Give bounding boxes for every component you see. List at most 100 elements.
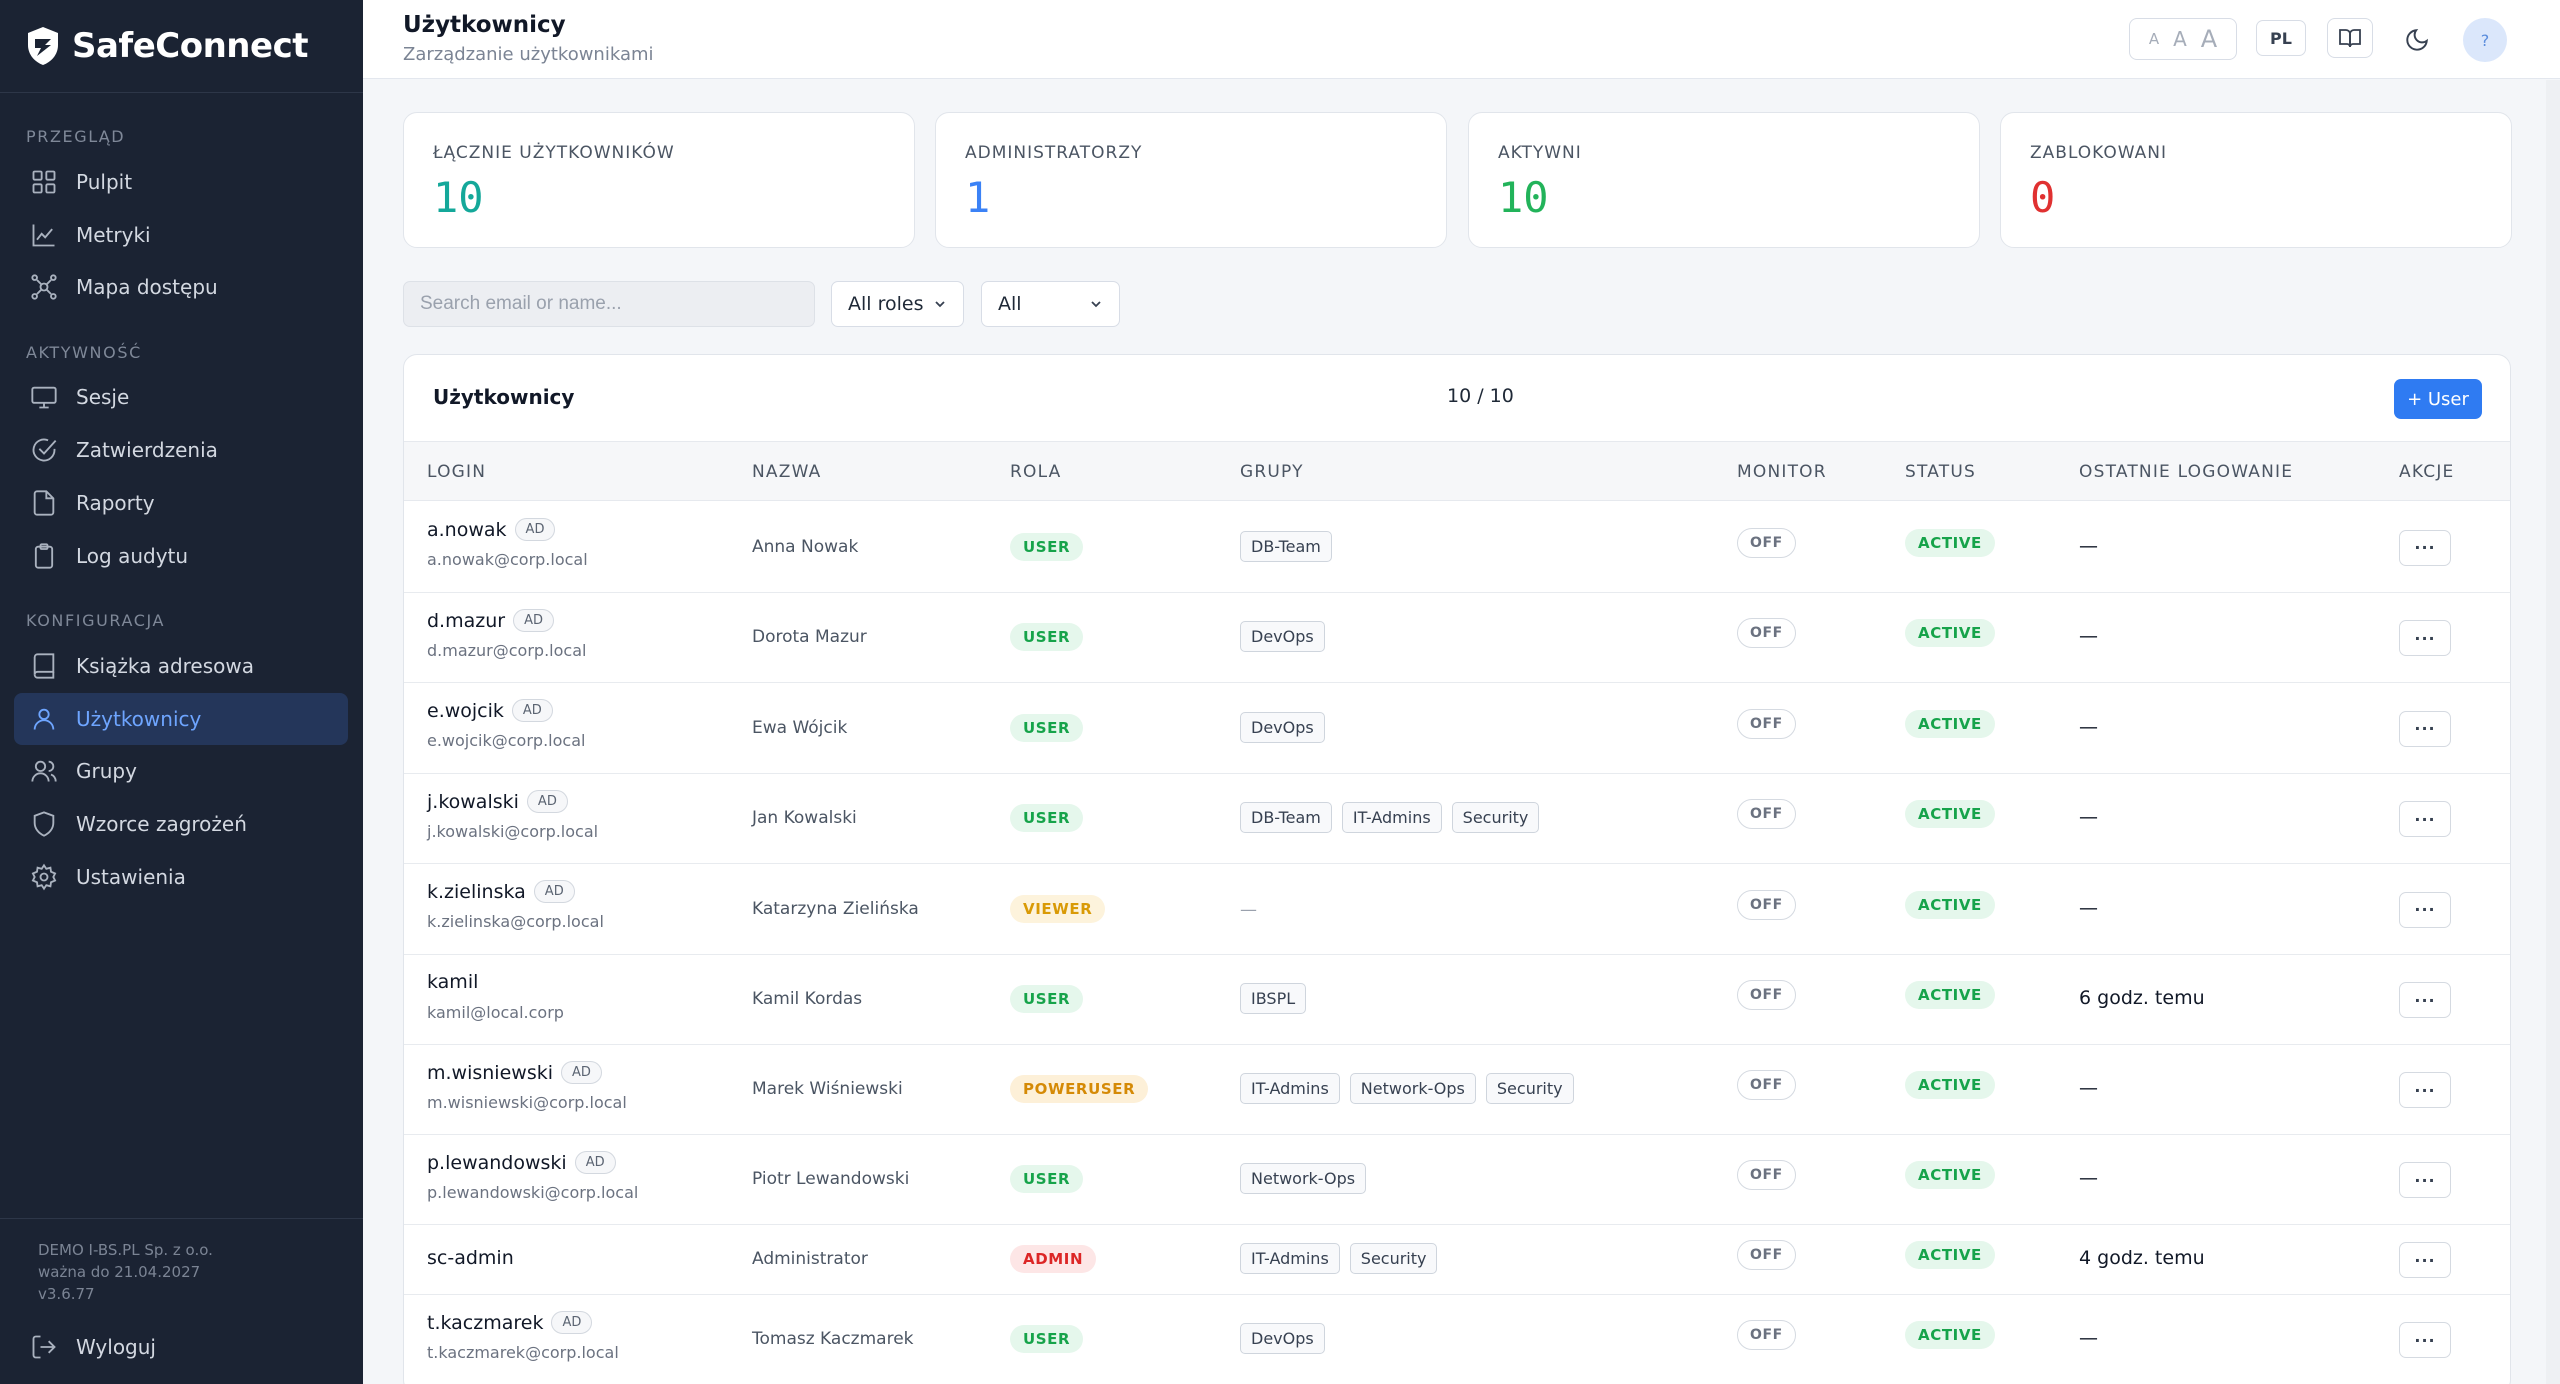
docs-button[interactable] bbox=[2327, 18, 2373, 58]
table-row[interactable]: a.nowak AD a.nowak@corp.local Anna Nowak USE… bbox=[404, 502, 2510, 593]
row-actions-button[interactable]: ··· bbox=[2399, 1072, 2451, 1108]
column-header-role[interactable]: ROLA bbox=[1010, 462, 1062, 482]
login-text[interactable]: kamil bbox=[427, 971, 479, 993]
sidebar-item-pulpit[interactable]: Pulpit bbox=[14, 156, 348, 208]
open-book-icon bbox=[2339, 29, 2361, 48]
ad-badge: AD bbox=[533, 880, 575, 903]
monitor-toggle[interactable]: OFF bbox=[1737, 1070, 1796, 1100]
row-actions-button[interactable]: ··· bbox=[2399, 891, 2451, 928]
row-actions-button[interactable]: ··· bbox=[2399, 710, 2451, 747]
status-badge: ACTIVE bbox=[1905, 1241, 1995, 1269]
monitor-toggle[interactable]: OFF bbox=[1737, 527, 1796, 558]
table-row[interactable]: e.wojcik AD e.wojcik@corp.local Ewa Wójcik U… bbox=[404, 683, 2510, 774]
sidebar-item-ksiazka-adresowa[interactable]: Książka adresowa bbox=[14, 640, 348, 692]
sidebar-item-wzorce-zagrozen[interactable]: Wzorce zagrożeń bbox=[14, 798, 348, 850]
stat-value: 0 bbox=[2030, 173, 2056, 222]
login-text[interactable]: e.wojcik bbox=[427, 699, 504, 722]
monitor-toggle[interactable]: OFF bbox=[1737, 1240, 1796, 1270]
page-scrollbar[interactable] bbox=[2546, 80, 2560, 1384]
sidebar-item-label: Wzorce zagrożeń bbox=[76, 812, 247, 836]
login-text[interactable]: d.mazur bbox=[427, 609, 506, 632]
table-row[interactable]: j.kowalski AD j.kowalski@corp.local Jan Kow… bbox=[404, 774, 2510, 864]
login-text[interactable]: p.lewandowski bbox=[427, 1151, 567, 1174]
font-size-small-button[interactable]: A bbox=[2148, 30, 2160, 48]
theme-toggle-button[interactable] bbox=[2397, 20, 2437, 60]
sidebar-item-uzytkownicy[interactable]: Użytkownicy bbox=[14, 693, 348, 745]
sidebar-item-ustawienia[interactable]: Ustawienia bbox=[14, 851, 348, 903]
role-cell: USER bbox=[1010, 713, 1084, 742]
row-actions-button[interactable]: ··· bbox=[2399, 620, 2451, 656]
row-actions-button[interactable]: ··· bbox=[2399, 1162, 2451, 1198]
logout-button[interactable]: Wyloguj bbox=[14, 1321, 348, 1373]
row-actions-button[interactable]: ··· bbox=[2399, 529, 2451, 566]
sidebar-item-log-audytu[interactable]: Log audytu bbox=[14, 530, 348, 582]
user-login: t.kaczmarek AD bbox=[427, 1311, 593, 1334]
monitor-toggle[interactable]: OFF bbox=[1737, 618, 1796, 648]
book-icon bbox=[33, 653, 55, 679]
column-header-login[interactable]: LOGIN bbox=[427, 462, 487, 482]
row-actions-button[interactable]: ··· bbox=[2399, 801, 2451, 837]
row-actions-button[interactable]: ··· bbox=[2399, 982, 2451, 1018]
sidebar-item-grupy[interactable]: Grupy bbox=[14, 745, 348, 797]
sidebar-item-raporty[interactable]: Raporty bbox=[14, 477, 348, 529]
role-badge: USER bbox=[1010, 804, 1084, 832]
role-badge: POWERUSER bbox=[1010, 1075, 1149, 1103]
row-actions-button[interactable]: ··· bbox=[2399, 1322, 2451, 1358]
help-button[interactable]: ? bbox=[2463, 18, 2507, 62]
app-logo[interactable]: SafeConnect bbox=[26, 24, 308, 68]
table-row[interactable]: sc-admin Administrator ADMIN IT-Admins Secur… bbox=[404, 1225, 2510, 1295]
status-badge: ACTIVE bbox=[1905, 981, 1995, 1009]
monitor-toggle[interactable]: OFF bbox=[1737, 980, 1796, 1010]
login-text[interactable]: k.zielinska bbox=[427, 880, 526, 903]
table-row[interactable]: d.mazur AD d.mazur@corp.local Dorota Mazur U… bbox=[404, 593, 2510, 683]
group-tag: DevOps bbox=[1240, 621, 1325, 652]
font-size-medium-button[interactable]: A bbox=[2173, 27, 2187, 51]
font-size-large-button[interactable]: A bbox=[2200, 25, 2218, 53]
login-text[interactable]: t.kaczmarek bbox=[427, 1311, 544, 1334]
table-row[interactable]: m.wisniewski AD m.wisniewski@corp.local Mar… bbox=[404, 1045, 2510, 1135]
login-text[interactable]: sc-admin bbox=[427, 1247, 514, 1269]
sidebar-item-mapa-dostepu[interactable]: Mapa dostępu bbox=[14, 261, 348, 313]
column-header-groups[interactable]: GRUPY bbox=[1240, 462, 1304, 482]
row-actions-button[interactable]: ··· bbox=[2399, 1242, 2451, 1278]
status-filter-select[interactable]: All bbox=[981, 281, 1120, 327]
monitor-toggle[interactable]: OFF bbox=[1737, 799, 1796, 829]
sidebar-item-sesje[interactable]: Sesje bbox=[14, 371, 348, 423]
search-input[interactable] bbox=[403, 281, 815, 327]
sidebar-item-zatwierdzenia[interactable]: Zatwierdzenia bbox=[14, 424, 348, 476]
app-name: SafeConnect bbox=[72, 26, 308, 66]
language-button[interactable]: PL bbox=[2256, 20, 2306, 56]
actions-cell: ··· bbox=[2399, 801, 2451, 837]
sidebar-item-label: Zatwierdzenia bbox=[76, 438, 218, 462]
column-header-monitor[interactable]: MONITOR bbox=[1737, 462, 1827, 482]
gear-icon bbox=[31, 863, 57, 891]
monitor-cell: OFF bbox=[1737, 527, 1796, 558]
monitor-toggle[interactable]: OFF bbox=[1737, 1160, 1796, 1190]
login-text[interactable]: a.nowak bbox=[427, 518, 507, 541]
ad-badge: AD bbox=[551, 1311, 593, 1334]
monitor-toggle[interactable]: OFF bbox=[1737, 889, 1796, 920]
role-filter-select[interactable]: All roles bbox=[831, 281, 964, 327]
group-tag: Security bbox=[1485, 1073, 1574, 1104]
monitor-toggle[interactable]: OFF bbox=[1737, 708, 1796, 739]
role-cell: ADMIN bbox=[1010, 1245, 1097, 1273]
table-row[interactable]: k.zielinska AD k.zielinska@corp.local Katar… bbox=[404, 864, 2510, 955]
user-login: k.zielinska AD bbox=[427, 880, 575, 903]
clipboard-icon bbox=[34, 543, 54, 569]
table-row[interactable]: p.lewandowski AD p.lewandowski@corp.local P… bbox=[404, 1135, 2510, 1225]
column-header-name[interactable]: NAZWA bbox=[752, 462, 822, 482]
status-badge: ACTIVE bbox=[1905, 890, 1995, 919]
sidebar-item-metryki[interactable]: Metryki bbox=[14, 209, 348, 261]
login-text[interactable]: j.kowalski bbox=[427, 790, 519, 813]
column-header-last-login[interactable]: OSTATNIE LOGOWANIE bbox=[2079, 462, 2294, 482]
table-row[interactable]: t.kaczmarek AD t.kaczmarek@corp.local Tomas… bbox=[404, 1295, 2510, 1384]
column-header-status[interactable]: STATUS bbox=[1905, 462, 1976, 482]
monitor-toggle[interactable]: OFF bbox=[1737, 1320, 1796, 1350]
groups-cell: DB-Team bbox=[1240, 530, 1332, 562]
column-header-actions[interactable]: AKCJE bbox=[2399, 462, 2455, 482]
user-login: p.lewandowski AD bbox=[427, 1151, 616, 1174]
table-row[interactable]: kamil kamil@local.corp Kamil Kordas USER IBS… bbox=[404, 955, 2510, 1045]
check-circle-icon bbox=[32, 438, 57, 462]
login-text[interactable]: m.wisniewski bbox=[427, 1061, 553, 1084]
add-user-button[interactable]: + User bbox=[2394, 379, 2482, 419]
